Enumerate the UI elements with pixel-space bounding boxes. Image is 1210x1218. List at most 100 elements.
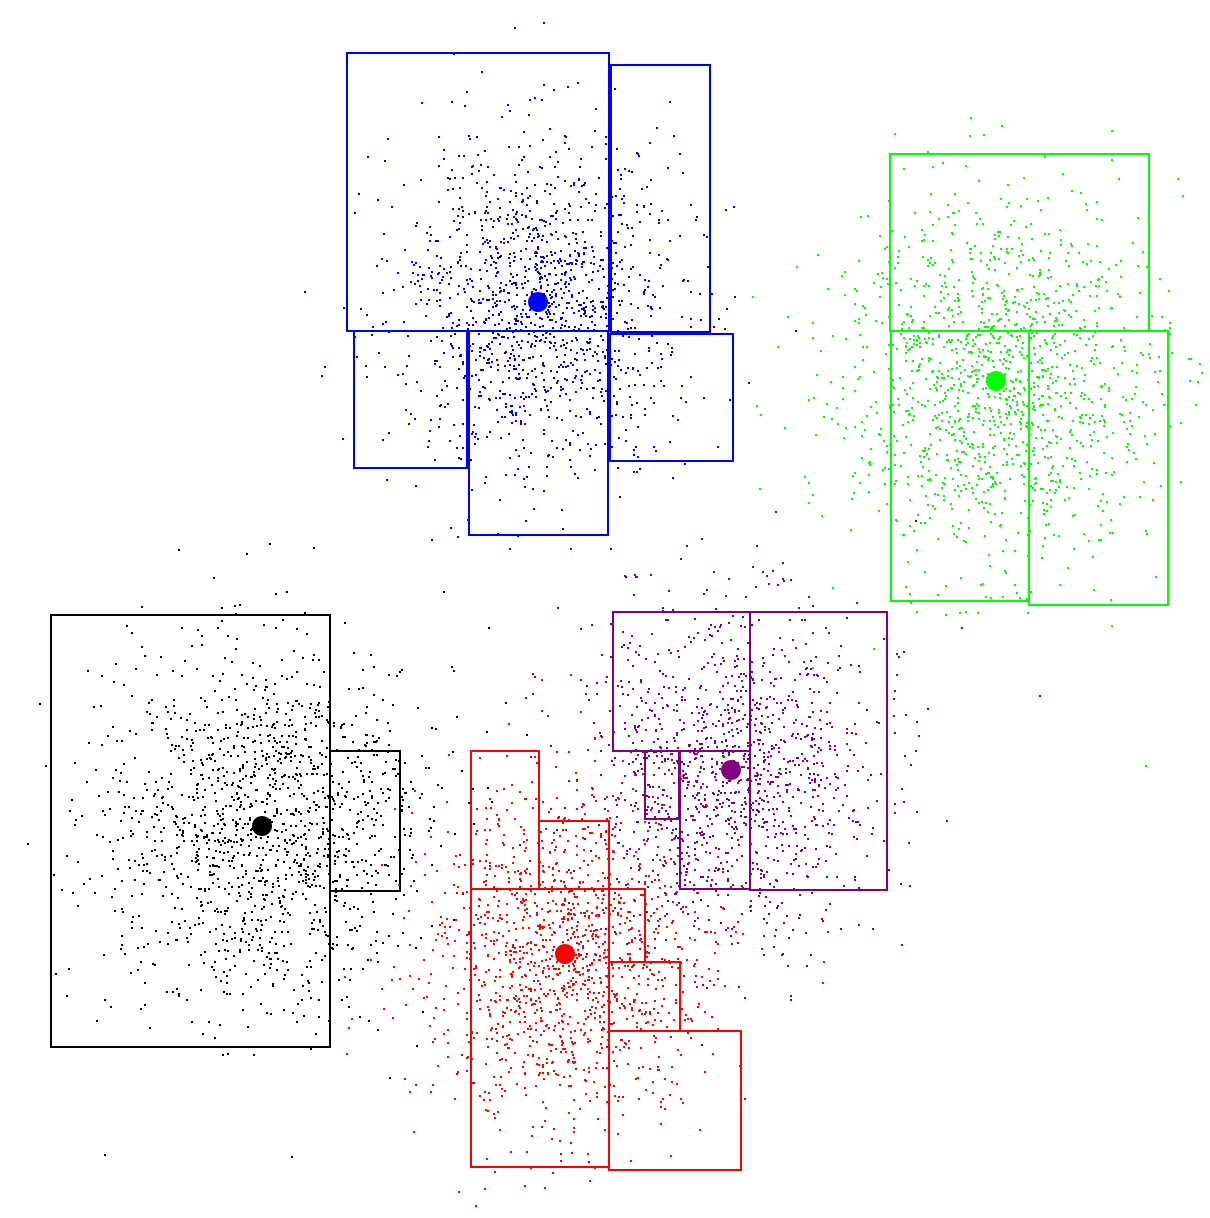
data-point xyxy=(637,370,639,372)
data-point xyxy=(146,711,148,713)
data-point xyxy=(253,1054,255,1056)
data-point xyxy=(204,951,206,953)
data-point xyxy=(151,816,153,818)
data-point xyxy=(241,714,243,716)
data-point xyxy=(759,731,761,733)
data-point xyxy=(600,235,602,237)
data-point xyxy=(351,762,353,764)
data-point xyxy=(476,136,478,138)
cluster-green-centroid xyxy=(986,371,1006,391)
data-point xyxy=(1020,418,1022,420)
data-point xyxy=(750,910,752,912)
data-point xyxy=(286,591,288,593)
data-point xyxy=(1201,372,1203,374)
data-point xyxy=(439,366,441,368)
data-point xyxy=(387,138,389,140)
data-point xyxy=(395,775,397,777)
data-point xyxy=(1004,325,1006,327)
data-point xyxy=(353,906,355,908)
data-point xyxy=(416,890,418,892)
data-point xyxy=(853,492,855,494)
data-point xyxy=(317,848,319,850)
data-point xyxy=(593,263,595,265)
data-point xyxy=(107,791,109,793)
data-point xyxy=(289,719,291,721)
data-point xyxy=(215,850,217,852)
data-point xyxy=(614,361,616,363)
data-point xyxy=(523,156,525,158)
data-point xyxy=(495,262,497,264)
data-point xyxy=(522,228,524,230)
data-point xyxy=(592,309,594,311)
data-point xyxy=(1016,267,1018,269)
data-point xyxy=(999,416,1001,418)
data-point xyxy=(812,337,814,339)
data-point xyxy=(473,424,475,426)
data-point xyxy=(1016,404,1018,406)
data-point xyxy=(382,699,384,701)
data-point xyxy=(697,720,699,722)
data-point xyxy=(129,867,131,869)
data-point xyxy=(976,484,978,486)
data-point xyxy=(657,803,659,805)
data-point xyxy=(509,280,511,282)
data-point xyxy=(1058,416,1060,418)
data-point xyxy=(775,929,777,931)
data-point xyxy=(736,720,738,722)
data-point xyxy=(272,778,274,780)
data-point xyxy=(291,898,293,900)
data-point xyxy=(274,800,276,802)
data-point xyxy=(304,833,306,835)
data-point xyxy=(221,699,223,701)
data-point xyxy=(921,229,923,231)
data-point xyxy=(469,345,471,347)
data-point xyxy=(553,289,555,291)
data-point xyxy=(875,320,877,322)
data-point xyxy=(184,920,186,922)
data-point xyxy=(1012,399,1014,401)
data-point xyxy=(557,260,559,262)
data-point xyxy=(626,853,628,855)
data-point xyxy=(197,835,199,837)
data-point xyxy=(850,529,852,531)
data-point xyxy=(516,274,518,276)
data-point xyxy=(219,851,221,853)
data-point xyxy=(374,854,376,856)
data-point xyxy=(456,387,458,389)
data-point xyxy=(384,366,386,368)
data-point xyxy=(212,769,214,771)
data-point xyxy=(240,838,242,840)
data-point xyxy=(334,835,336,837)
data-point xyxy=(988,319,990,321)
data-point xyxy=(69,810,71,812)
data-point xyxy=(1030,325,1032,327)
data-point xyxy=(308,982,310,984)
data-point xyxy=(909,348,911,350)
data-point xyxy=(586,297,588,299)
data-point xyxy=(558,366,560,368)
data-point xyxy=(96,1020,98,1022)
data-point xyxy=(947,293,949,295)
data-point xyxy=(568,243,570,245)
data-point xyxy=(829,819,831,821)
data-point xyxy=(141,646,143,648)
data-point xyxy=(300,813,302,815)
data-point xyxy=(788,661,790,663)
data-point xyxy=(556,829,558,831)
data-point xyxy=(531,240,533,242)
data-point xyxy=(861,421,863,423)
data-point xyxy=(547,455,549,457)
data-point xyxy=(673,861,675,863)
data-point xyxy=(513,282,515,284)
data-point xyxy=(187,941,189,943)
data-point xyxy=(959,365,961,367)
data-point xyxy=(818,809,820,811)
data-point xyxy=(362,669,364,671)
data-point xyxy=(754,724,756,726)
data-point xyxy=(911,346,913,348)
data-point xyxy=(363,779,365,781)
data-point xyxy=(1080,417,1082,419)
data-point xyxy=(1030,591,1032,593)
data-point xyxy=(436,300,438,302)
data-point xyxy=(921,240,923,242)
